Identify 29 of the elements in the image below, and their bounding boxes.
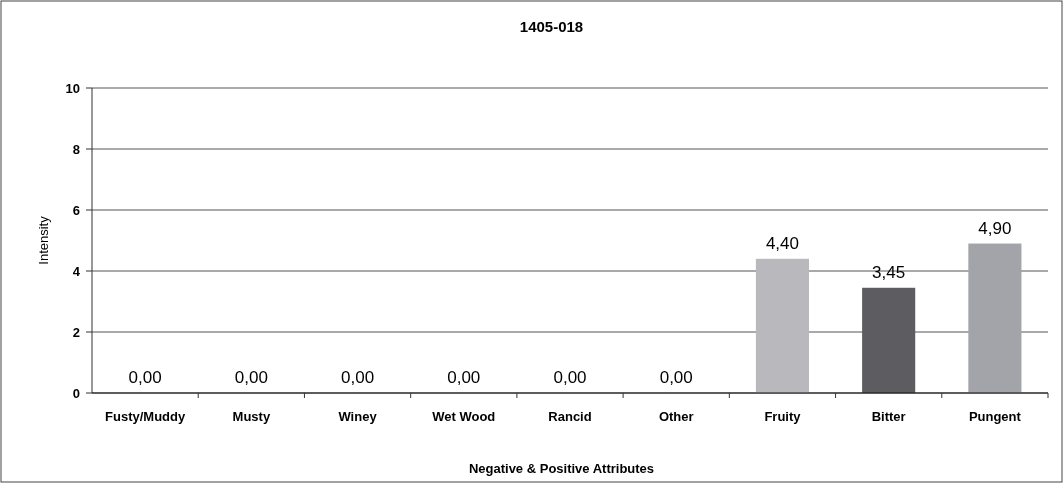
chart-title: 1405-018 [519,18,584,35]
data-label: 3,45 [872,262,906,282]
x-tick-label: Fusty/Muddy [105,409,186,424]
y-tick-label: 4 [72,263,81,279]
y-axis-title: Intensity [36,215,51,265]
x-tick-label: Pungent [968,409,1022,424]
y-tick-label: 8 [72,141,80,157]
data-label: 4,40 [765,233,799,253]
data-label: 0,00 [447,368,481,387]
data-label: 0,00 [659,368,693,387]
x-tick-label: Musty [232,409,271,424]
x-tick-label: Other [658,409,694,424]
x-tick-label: Winey [338,409,378,424]
data-label: 4,90 [978,218,1012,238]
x-tick-label: Bitter [871,409,906,424]
x-axis-title: Negative & Positive Attributes [468,461,655,476]
x-tick-label: Rancid [548,409,592,424]
data-label: 0,00 [341,368,375,387]
bar [755,258,809,393]
data-label: 0,00 [553,368,587,387]
data-label: 0,00 [234,368,268,387]
bar [968,243,1022,393]
data-label: 0,00 [128,368,162,387]
y-tick-label: 6 [72,202,80,218]
y-tick-label: 0 [72,385,80,401]
x-tick-label: Fruity [764,409,802,424]
x-tick-label: Wet Wood [432,409,496,424]
y-tick-label: 2 [72,324,80,340]
y-tick-label: 10 [65,80,80,96]
